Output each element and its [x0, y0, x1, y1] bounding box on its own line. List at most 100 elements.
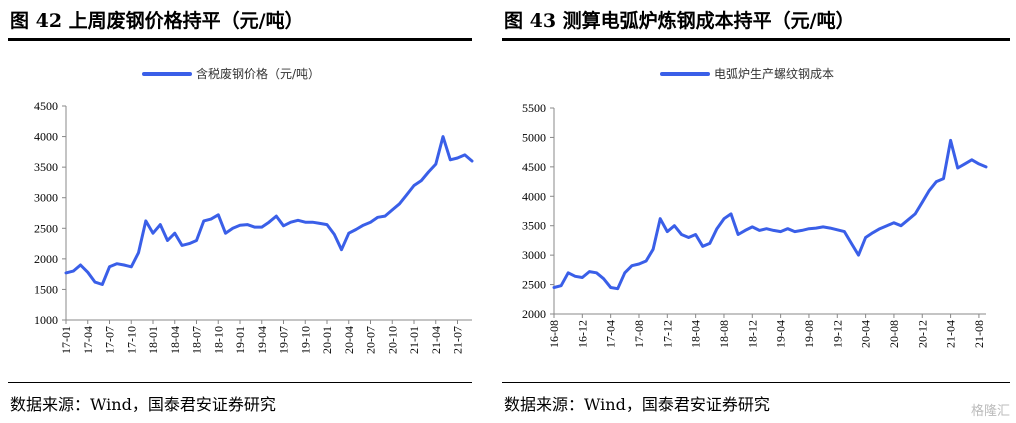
- data-point: [786, 227, 789, 230]
- data-point: [956, 166, 959, 170]
- data-point: [238, 224, 242, 227]
- legend: 含税废钢价格（元/吨）: [142, 66, 320, 81]
- data-point: [913, 212, 917, 216]
- data-point: [217, 213, 220, 217]
- y-tick-label: 4000: [522, 189, 546, 203]
- data-point: [391, 208, 394, 212]
- x-tick-label: 19-07: [277, 326, 291, 354]
- figure-43: 图 43 测算电弧炉炼钢成本持平（元/吨） 电弧炉生产螺纹钢成本 2000 2500…: [494, 0, 1016, 423]
- data-point: [412, 184, 416, 187]
- data-point: [800, 229, 804, 232]
- data-point: [871, 231, 874, 234]
- data-point: [224, 231, 227, 235]
- x-tick-label: 20-10: [385, 326, 399, 354]
- data-point: [857, 253, 860, 257]
- data-point: [347, 231, 350, 235]
- x-tick-label: 17-01: [59, 326, 73, 354]
- x-tick-label: 20-04: [342, 326, 356, 354]
- data-point: [159, 223, 162, 226]
- data-point: [101, 283, 104, 286]
- x-tick-label: 18-04: [168, 326, 182, 354]
- data-point: [311, 220, 314, 224]
- data-point: [694, 233, 697, 236]
- data-point: [282, 224, 285, 228]
- y-tick-label: 3500: [34, 160, 58, 174]
- data-point: [616, 287, 619, 290]
- figure-43-source: 数据来源：Wind，国泰君安证券研究: [504, 395, 770, 414]
- figure-42-title: 图 42 上周废钢价格持平（元/吨）: [10, 10, 304, 32]
- data-point: [354, 228, 358, 231]
- x-tick-label: 21-04: [429, 326, 443, 354]
- data-point: [885, 224, 889, 227]
- data-point: [623, 271, 627, 274]
- data-point: [751, 225, 754, 229]
- data-point: [736, 233, 740, 236]
- data-point: [581, 276, 584, 279]
- data-point: [935, 180, 938, 183]
- data-point: [651, 248, 655, 251]
- x-tick-label: 17-08: [632, 320, 646, 348]
- x-tick-label: 17-04: [81, 326, 95, 354]
- data-point: [722, 217, 726, 220]
- data-point: [231, 227, 234, 230]
- y-tick-label: 1500: [34, 282, 58, 296]
- data-point: [275, 214, 278, 218]
- data-point: [892, 221, 896, 224]
- data-point: [836, 228, 839, 232]
- y-tick-label: 2000: [522, 307, 546, 321]
- data-point: [574, 275, 577, 278]
- data-point: [793, 230, 796, 233]
- data-point: [602, 277, 605, 280]
- data-point: [333, 233, 336, 236]
- data-point: [949, 139, 952, 142]
- data-point: [680, 233, 683, 236]
- legend-label: 含税废钢价格（元/吨）: [196, 66, 320, 81]
- data-point: [970, 158, 974, 161]
- source-rule: [8, 382, 472, 383]
- x-tick-label: 16-12: [575, 320, 589, 348]
- data-point: [115, 262, 118, 265]
- data-point: [180, 244, 184, 247]
- data-point: [449, 158, 452, 162]
- y-tick-label: 4500: [34, 99, 58, 113]
- data-point: [420, 179, 423, 182]
- data-point: [864, 236, 867, 239]
- data-point: [79, 263, 82, 267]
- data-point: [64, 271, 68, 275]
- data-point: [828, 226, 832, 230]
- data-point: [977, 162, 981, 166]
- eaf-cost-chart: 电弧炉生产螺纹钢成本 2000 2500 3000 3500 4000 4500 5000 55…: [522, 67, 988, 348]
- data-point: [434, 162, 437, 166]
- data-point: [260, 225, 263, 229]
- data-point: [470, 159, 474, 163]
- data-point: [899, 224, 903, 227]
- data-point: [86, 271, 89, 274]
- data-point: [246, 223, 249, 226]
- data-point: [130, 265, 133, 269]
- data-point: [362, 224, 365, 227]
- data-point: [644, 259, 648, 263]
- legend: 电弧炉生产螺纹钢成本: [660, 67, 834, 81]
- y-tick-label: 1000: [34, 313, 58, 327]
- x-tick-label: 17-10: [124, 326, 138, 354]
- figure-42-source: 数据来源：Wind，国泰君安证券研究: [10, 395, 276, 414]
- data-point: [137, 251, 140, 254]
- data-point: [552, 286, 556, 289]
- x-tick-label: 18-04: [689, 320, 703, 348]
- x-tick-label: 17-07: [103, 326, 117, 354]
- data-point: [383, 214, 387, 218]
- data-point: [921, 200, 924, 204]
- data-point: [630, 264, 634, 267]
- data-point: [463, 153, 466, 157]
- data-point: [687, 236, 690, 239]
- data-point: [209, 217, 213, 221]
- data-point: [772, 229, 775, 232]
- x-tick-label: 20-01: [320, 326, 334, 354]
- x-tick-label: 18-07: [190, 326, 204, 354]
- data-point: [659, 217, 662, 220]
- scrap-price-chart: 含税废钢价格（元/吨） 1000 1500 2000 2500 3000 3500 4000 4…: [34, 66, 474, 354]
- data-point: [779, 230, 782, 233]
- data-point: [202, 219, 205, 223]
- y-tick-label: 2500: [522, 278, 546, 292]
- y-tick-label: 4500: [522, 160, 546, 174]
